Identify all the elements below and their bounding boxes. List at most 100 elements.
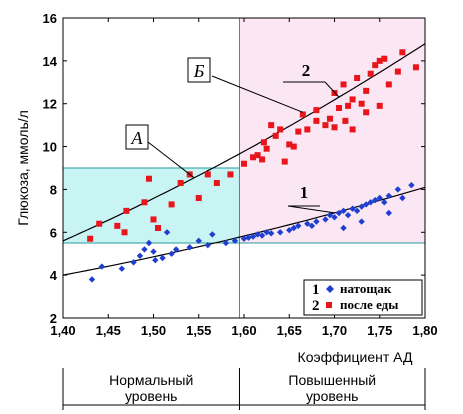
x-tick-label: 1,55 [186, 323, 211, 338]
point-fasting [168, 250, 175, 257]
zone-label-line1: Повышенный [288, 372, 376, 388]
point-after-meal [394, 68, 401, 75]
point-fasting [331, 214, 338, 221]
x-tick-label: 1,65 [277, 323, 302, 338]
point-fasting [358, 218, 365, 225]
point-after-meal [349, 126, 356, 133]
legend-marker-after-meal [326, 302, 332, 308]
zone-label-line1: Нормальный [109, 372, 193, 388]
point-after-meal [263, 145, 270, 152]
point-after-meal [286, 141, 293, 148]
point-after-meal [204, 171, 211, 178]
point-after-meal [87, 235, 94, 242]
point-fasting [367, 199, 374, 206]
leader-1 [287, 205, 335, 214]
point-after-meal [123, 207, 130, 214]
x-tick-label: 1,45 [96, 323, 121, 338]
point-fasting [159, 254, 166, 262]
point-after-meal [313, 107, 320, 114]
y-tick-label: 2 [50, 311, 57, 326]
point-after-meal [331, 124, 338, 131]
region-B [239, 18, 425, 243]
point-fasting [240, 235, 248, 242]
point-fasting [222, 239, 230, 247]
point-fasting [358, 203, 365, 210]
x-tick-label: 1,70 [322, 323, 347, 338]
point-fasting [277, 229, 284, 236]
zone-label-line2: уровень [125, 388, 178, 404]
point-after-meal [277, 126, 284, 133]
point-after-meal [227, 171, 234, 178]
x-tick-label: 1,40 [50, 323, 75, 338]
point-after-meal [304, 126, 311, 133]
point-fasting [209, 231, 216, 238]
x-tick-label: 1,50 [141, 323, 166, 338]
point-after-meal [150, 216, 157, 223]
point-after-meal [363, 87, 370, 94]
point-fasting [204, 241, 211, 249]
point-fasting [322, 216, 329, 223]
point-after-meal [358, 100, 365, 107]
point-fasting [245, 234, 252, 241]
point-after-meal [299, 111, 306, 118]
point-fasting [372, 196, 379, 204]
point-fasting [362, 201, 370, 208]
point-after-meal [268, 122, 275, 129]
x-axis-title: Коэффициент АД [298, 349, 413, 365]
point-fasting [186, 244, 193, 251]
fit-curve-2 [62, 43, 426, 242]
point-after-meal [241, 160, 247, 167]
y-tick-label: 4 [50, 268, 58, 283]
y-tick-label: 8 [50, 182, 57, 197]
point-after-meal [322, 122, 329, 129]
point-fasting [150, 248, 157, 255]
point-after-meal [399, 49, 406, 56]
zone-label-line2: уровень [306, 388, 359, 404]
point-fasting [340, 207, 347, 215]
point-fasting [340, 224, 347, 232]
legend-number: 2 [312, 298, 320, 314]
point-fasting [349, 205, 356, 212]
region-label-a-box [125, 124, 149, 150]
point-fasting [286, 226, 293, 234]
point-after-meal [281, 158, 288, 165]
region-label-b-box [187, 57, 211, 83]
point-fasting [381, 199, 388, 206]
point-after-meal [376, 57, 383, 64]
point-fasting [136, 252, 144, 260]
point-fasting [295, 222, 302, 230]
y-tick-label: 16 [43, 11, 57, 26]
y-tick-label: 12 [43, 97, 57, 112]
point-fasting [394, 186, 402, 193]
curve-label-2: 2 [302, 61, 311, 80]
point-after-meal [342, 117, 349, 124]
legend-number: 1 [312, 282, 320, 298]
region-label-a: А [131, 128, 144, 148]
point-fasting [376, 194, 383, 202]
point-after-meal [340, 81, 347, 88]
grid-layer [62, 17, 426, 319]
y-tick-labels: 2 4 6 8 10 12 14 16 [43, 11, 58, 326]
y-axis-title: Глюкоза, ммоль/л [15, 110, 31, 226]
point-after-meal [326, 115, 333, 122]
point-fasting [249, 233, 257, 240]
point-after-meal [272, 132, 279, 139]
point-fasting [130, 259, 137, 266]
point-after-meal [254, 152, 261, 159]
point-fasting [408, 181, 415, 189]
point-fasting [163, 229, 171, 236]
annotations-layer: 1 2 А Б [125, 57, 340, 214]
y-tick-label: 14 [43, 54, 58, 69]
point-after-meal [96, 220, 103, 227]
point-fasting [118, 265, 126, 272]
point-after-meal [381, 55, 388, 62]
point-after-meal [155, 225, 162, 231]
point-after-meal [121, 229, 128, 236]
point-fasting [267, 230, 275, 237]
point-fasting [344, 211, 352, 219]
point-after-meal [372, 62, 379, 69]
point-after-meal [313, 117, 320, 124]
point-after-meal [213, 180, 220, 186]
y-tick-label: 6 [50, 225, 57, 240]
